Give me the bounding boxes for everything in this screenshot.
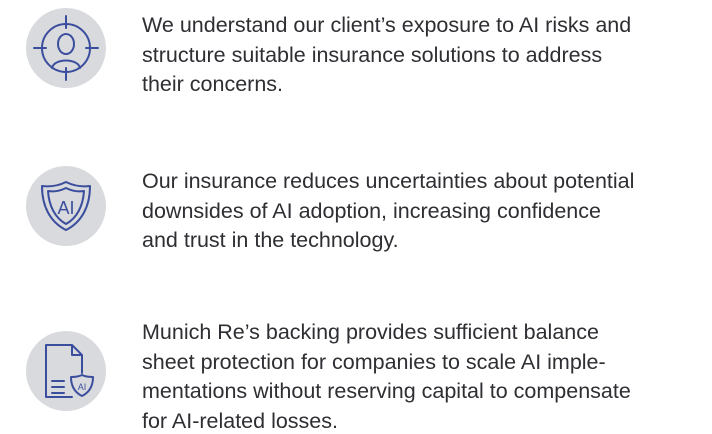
text-line: Our insurance reduces uncertainties abou… bbox=[142, 169, 635, 193]
text-line: mentations without reserving capital to … bbox=[142, 379, 631, 403]
item-text: Munich Re’s backing provides sufficient … bbox=[142, 318, 631, 434]
text-line: their concerns. bbox=[142, 72, 284, 96]
target-icon bbox=[26, 8, 106, 88]
text-line: Munich Re’s backing provides sufficient … bbox=[142, 320, 599, 344]
icon-label: AI bbox=[57, 198, 74, 218]
text-line: for AI-related losses. bbox=[142, 408, 338, 433]
text-line: We understand our client’s exposure to A… bbox=[142, 13, 632, 37]
text-line: downsides of AI adoption, increasing con… bbox=[142, 198, 601, 223]
text-line: structure suitable insurance solutions t… bbox=[142, 42, 603, 67]
text-line: sheet protection for companies to scale … bbox=[142, 349, 606, 374]
text-line: and trust in the technology. bbox=[142, 228, 399, 252]
icon-label: AI bbox=[78, 382, 87, 392]
item-text: Our insurance reduces uncertainties abou… bbox=[142, 167, 634, 256]
document-icon: AI bbox=[26, 331, 106, 411]
item-text: We understand our client’s exposure to A… bbox=[142, 11, 631, 100]
shield-icon: AI bbox=[26, 166, 106, 246]
